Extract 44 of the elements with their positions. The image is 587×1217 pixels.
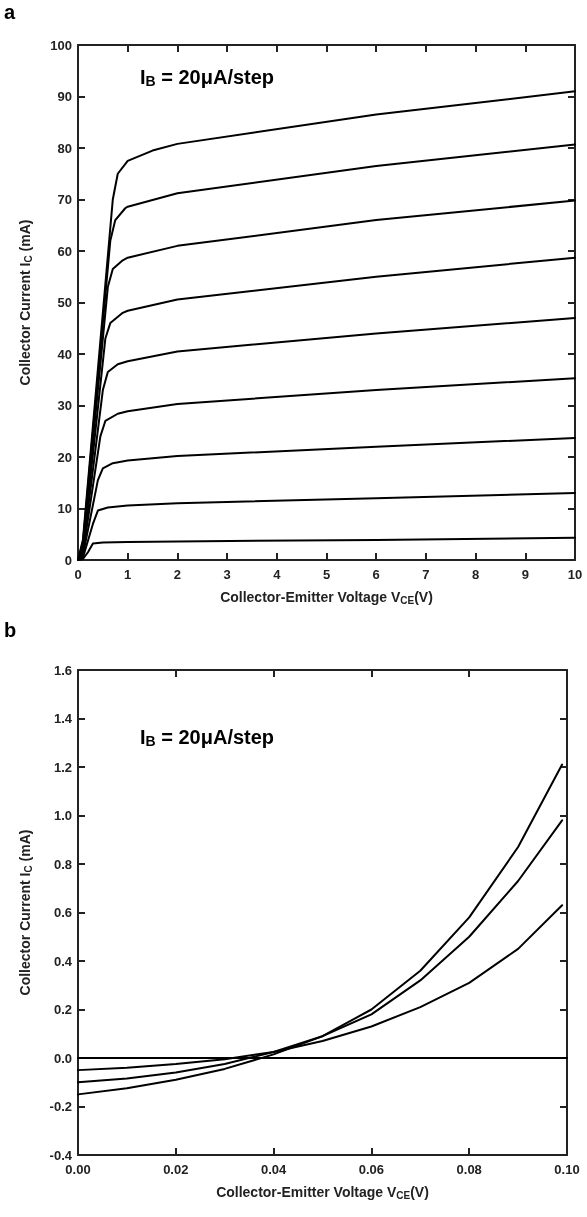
x-tick-label: 1 <box>124 567 132 582</box>
y-tick-label: 50 <box>57 295 72 310</box>
y-axis-title: Collector Current IC (mA) <box>17 219 34 386</box>
y-tick-label: 0.4 <box>53 953 73 969</box>
y-tick-label: 1.2 <box>53 759 72 775</box>
y-tick-label: 90 <box>57 89 72 104</box>
x-tick-label: 9 <box>521 567 529 582</box>
y-tick-label: -0.4 <box>49 1147 73 1163</box>
y-tick-label: -0.2 <box>49 1099 72 1114</box>
y-tick-label: 0.8 <box>53 856 72 872</box>
x-tick-label: 6 <box>372 567 380 582</box>
x-tick-label: 0.00 <box>65 1162 91 1177</box>
x-tick-label: 3 <box>223 567 231 582</box>
chart-title: a <box>4 1 16 23</box>
x-tick-label: 0.02 <box>163 1162 189 1177</box>
x-tick-label: 0.04 <box>260 1162 288 1177</box>
y-tick-label: 1.6 <box>53 662 72 678</box>
y-tick-label: 1.4 <box>53 711 73 726</box>
y-tick-label: 10 <box>57 501 72 516</box>
y-tick-label: 0.0 <box>53 1050 72 1066</box>
y-tick-label: 60 <box>57 243 72 259</box>
y-tick-label: 20 <box>57 449 72 465</box>
y-tick-label: 40 <box>57 346 72 362</box>
x-tick-label: 0.10 <box>554 1162 580 1177</box>
y-tick-label: 0 <box>64 552 72 568</box>
x-tick-label: 10 <box>567 567 583 582</box>
y-tick-label: 0.2 <box>53 1002 72 1017</box>
x-axis-title: Collector-Emitter Voltage VCE(V) <box>216 1184 429 1201</box>
x-tick-label: 2 <box>173 567 182 582</box>
x-tick-label: 7 <box>422 567 430 582</box>
x-tick-label: 5 <box>322 567 331 582</box>
chart-title: b <box>4 619 17 641</box>
y-tick-label: 80 <box>57 140 72 156</box>
y-tick-label: 30 <box>57 398 72 413</box>
y-tick-label: 0.6 <box>53 905 72 920</box>
y-axis-title: Collector Current IC (mA) <box>17 829 34 996</box>
x-tick-label: 8 <box>471 567 480 582</box>
x-tick-label: 4 <box>273 567 282 582</box>
x-tick-label: 0.08 <box>456 1162 482 1177</box>
x-tick-label: 0.06 <box>358 1162 385 1177</box>
y-tick-label: 1.0 <box>53 808 72 823</box>
x-axis-title: Collector-Emitter Voltage VCE(V) <box>220 589 433 606</box>
y-tick-label: 70 <box>57 192 72 207</box>
y-tick-label: 100 <box>50 37 72 53</box>
